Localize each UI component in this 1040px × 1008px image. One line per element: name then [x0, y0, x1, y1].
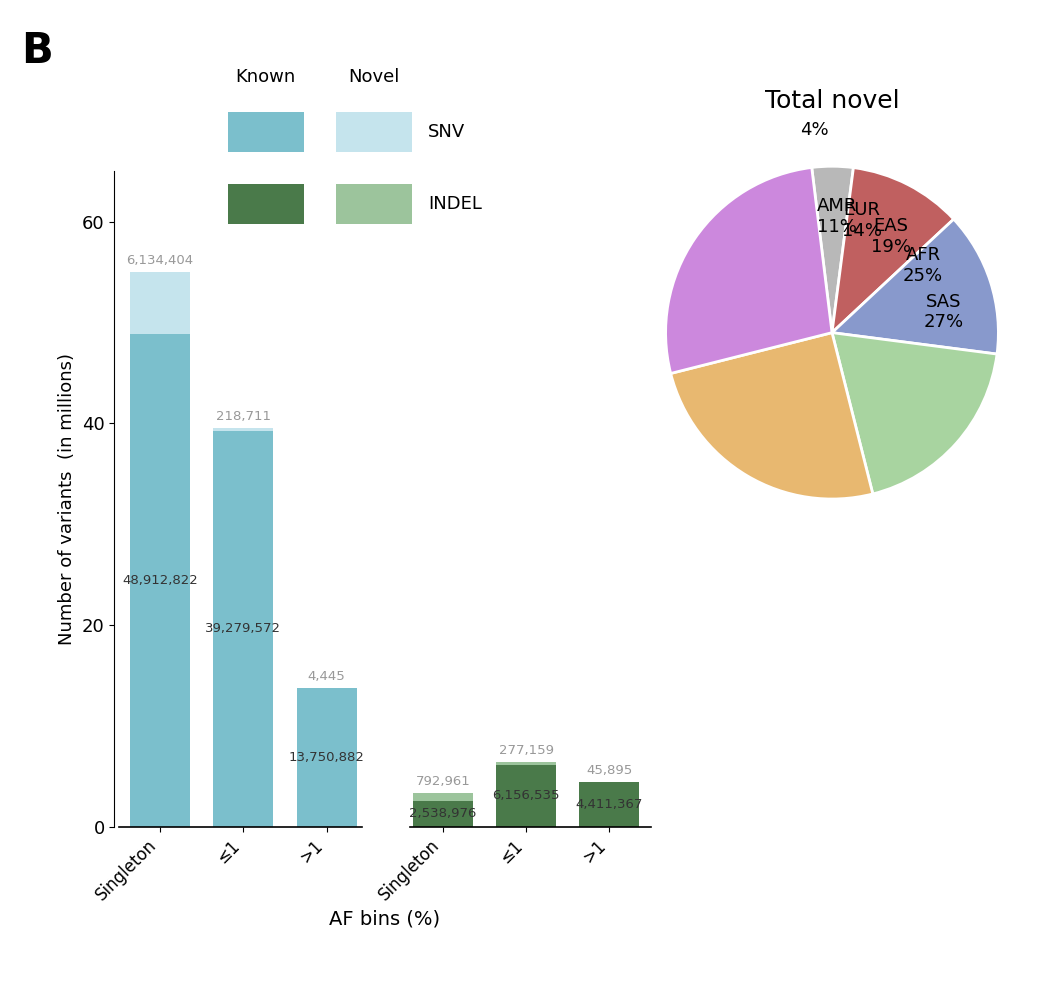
- Text: AMR
11%: AMR 11%: [816, 197, 857, 236]
- Wedge shape: [832, 219, 998, 354]
- Bar: [336, 113, 412, 151]
- Bar: [228, 113, 304, 151]
- Y-axis label: Number of variants  (in millions): Number of variants (in millions): [58, 353, 76, 645]
- Bar: [130, 272, 190, 334]
- Text: 4,411,367: 4,411,367: [576, 797, 643, 810]
- X-axis label: AF bins (%): AF bins (%): [330, 910, 440, 928]
- Bar: [213, 428, 274, 430]
- Text: SNV: SNV: [428, 123, 465, 141]
- Wedge shape: [666, 167, 832, 373]
- Text: EUR
14%: EUR 14%: [842, 201, 882, 240]
- Text: SAS
27%: SAS 27%: [924, 292, 963, 332]
- Text: B: B: [21, 30, 53, 73]
- Bar: [413, 793, 473, 801]
- Text: AFR
25%: AFR 25%: [903, 246, 943, 284]
- Title: Total novel: Total novel: [764, 89, 900, 113]
- Bar: [130, 334, 190, 827]
- Bar: [213, 430, 274, 827]
- Bar: [228, 184, 304, 224]
- Text: 6,134,404: 6,134,404: [127, 254, 193, 267]
- Text: 39,279,572: 39,279,572: [205, 622, 282, 635]
- Text: 4%: 4%: [800, 121, 829, 139]
- Text: Known: Known: [236, 69, 296, 87]
- Text: 48,912,822: 48,912,822: [123, 574, 198, 587]
- Text: 792,961: 792,961: [416, 775, 470, 788]
- Bar: [579, 782, 640, 827]
- Bar: [496, 764, 556, 827]
- Bar: [496, 762, 556, 764]
- Wedge shape: [671, 333, 873, 499]
- Text: 13,750,882: 13,750,882: [289, 751, 364, 764]
- Wedge shape: [812, 166, 854, 333]
- Wedge shape: [832, 167, 954, 333]
- Bar: [413, 801, 473, 827]
- Text: EAS
19%: EAS 19%: [872, 217, 911, 256]
- Text: 218,711: 218,711: [216, 410, 270, 423]
- Text: INDEL: INDEL: [428, 196, 482, 213]
- Text: 277,159: 277,159: [499, 744, 553, 757]
- Text: 4,445: 4,445: [308, 670, 345, 682]
- Wedge shape: [832, 333, 997, 494]
- Bar: [296, 687, 357, 827]
- Text: 6,156,535: 6,156,535: [493, 789, 560, 802]
- Bar: [336, 184, 412, 224]
- Text: 2,538,976: 2,538,976: [410, 807, 476, 821]
- Text: Novel: Novel: [348, 69, 399, 87]
- Text: 45,895: 45,895: [587, 764, 632, 776]
